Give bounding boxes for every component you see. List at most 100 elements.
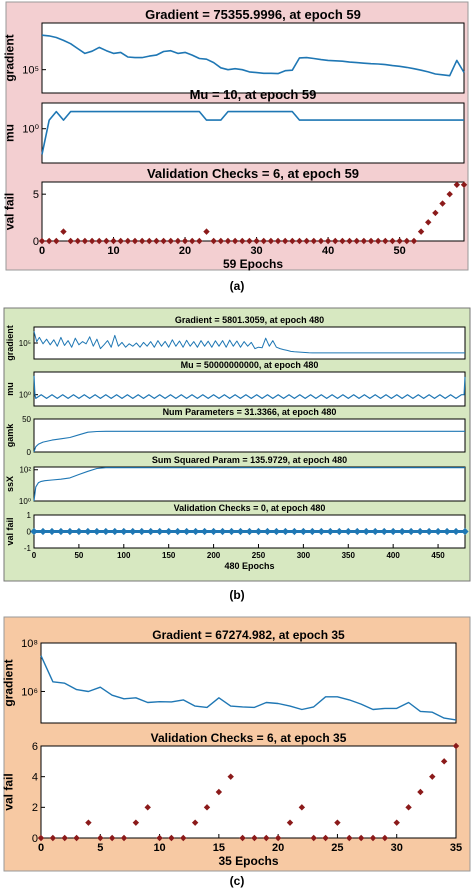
data-point [346, 834, 353, 842]
y-tick-label: 10² [19, 466, 31, 475]
data-point [201, 527, 209, 536]
data-point [382, 237, 389, 245]
x-tick-label: 30 [391, 842, 403, 854]
series-line [41, 34, 465, 77]
x-tick-label: 40 [322, 245, 334, 257]
data-point [335, 527, 343, 536]
data-point [144, 804, 151, 811]
data-point [353, 237, 360, 245]
data-point [286, 819, 294, 826]
data-point [153, 237, 160, 245]
data-point [360, 237, 368, 245]
x-tick-label: 30 [250, 245, 262, 257]
y-tick-label: 50 [22, 415, 31, 424]
data-point [48, 527, 56, 536]
data-point [168, 834, 175, 842]
y-tick-label: 10⁵ [19, 339, 31, 348]
data-point [425, 527, 433, 536]
data-point [357, 834, 365, 842]
data-point [75, 527, 83, 536]
data-point [272, 527, 281, 536]
data-point [174, 527, 182, 536]
data-point [263, 527, 272, 536]
data-point [439, 200, 446, 207]
data-point [84, 527, 92, 536]
series-line [40, 655, 457, 721]
y-tick-label: 2 [32, 802, 38, 814]
data-point [57, 527, 65, 536]
y-tick-label: 10⁰ [22, 124, 39, 136]
plots-layer: Gradient = 75355.9996, at epoch 59 gradie… [1, 7, 469, 868]
data-point [260, 237, 267, 245]
panel-label-a: (a) [230, 279, 245, 293]
data-point [183, 527, 191, 536]
data-point [410, 237, 418, 245]
y-axis-label: gamk [5, 423, 15, 448]
data-point [37, 834, 45, 842]
chart-1: Gradient = 75355.9996, at epoch 59 gradie… [2, 7, 465, 94]
data-point [93, 527, 101, 536]
data-point [344, 527, 352, 536]
data-point [174, 237, 182, 245]
y-tick-label: 0 [27, 448, 32, 457]
data-point [396, 237, 403, 245]
data-point [209, 527, 218, 536]
x-tick-label: 250 [252, 551, 266, 560]
data-point [322, 834, 329, 842]
data-point [196, 237, 203, 245]
plot-area [33, 466, 466, 502]
plot-area [41, 181, 465, 242]
data-point [215, 788, 223, 796]
data-point [362, 527, 370, 536]
data-point [310, 237, 317, 245]
plot-area [33, 418, 466, 453]
data-point [38, 237, 46, 245]
chart-6: Num Parameters = 31.3366, at epoch 480 ga… [5, 407, 466, 457]
data-point [245, 527, 254, 536]
data-point [339, 237, 346, 245]
data-point [160, 237, 167, 245]
data-point [191, 819, 199, 826]
data-point [53, 237, 60, 245]
chart-title: Validation Checks = 6, at epoch 35 [151, 731, 347, 745]
data-point [120, 834, 128, 842]
data-point [147, 527, 155, 536]
data-point [452, 742, 460, 750]
data-point [165, 527, 173, 536]
data-point [446, 190, 453, 198]
data-point [231, 237, 239, 245]
y-tick-label: 10⁰ [19, 497, 31, 506]
x-tick-label: 450 [431, 551, 445, 560]
y-axis-label: val fail [5, 517, 15, 545]
data-point [227, 527, 236, 536]
chart-title: Validation Checks = 0, at epoch 480 [174, 503, 326, 513]
data-point [403, 237, 410, 245]
x-axis-label: 35 Epochs [218, 854, 278, 868]
plot-area [41, 102, 465, 164]
chart-title: Validation Checks = 6, at epoch 59 [147, 166, 359, 181]
data-point [85, 819, 92, 826]
y-axis-label: gradient [2, 34, 16, 81]
data-point [180, 834, 187, 842]
series-line [33, 331, 465, 354]
data-point [61, 834, 68, 842]
x-axis-label: 59 Epochs [223, 257, 283, 271]
series-line [33, 467, 465, 502]
data-point [111, 527, 119, 536]
x-tick-label: 350 [342, 551, 356, 560]
data-point [203, 228, 210, 235]
chart-title: Sum Squared Param = 135.9729, at epoch 4… [152, 455, 347, 465]
data-point [371, 527, 379, 536]
chart-8: Validation Checks = 0, at epoch 480 val f… [5, 503, 469, 571]
data-point [332, 237, 339, 245]
data-point [218, 527, 227, 536]
y-axis-label: val fail [1, 773, 15, 810]
data-point [167, 237, 174, 245]
y-axis-label: mu [5, 382, 15, 396]
x-tick-label: 5 [97, 842, 103, 854]
data-point [274, 237, 282, 245]
chart-2: Mu = 10, at epoch 59 mu 10⁰ [2, 87, 465, 164]
data-point [156, 834, 163, 842]
y-tick-label: 4 [32, 772, 38, 784]
